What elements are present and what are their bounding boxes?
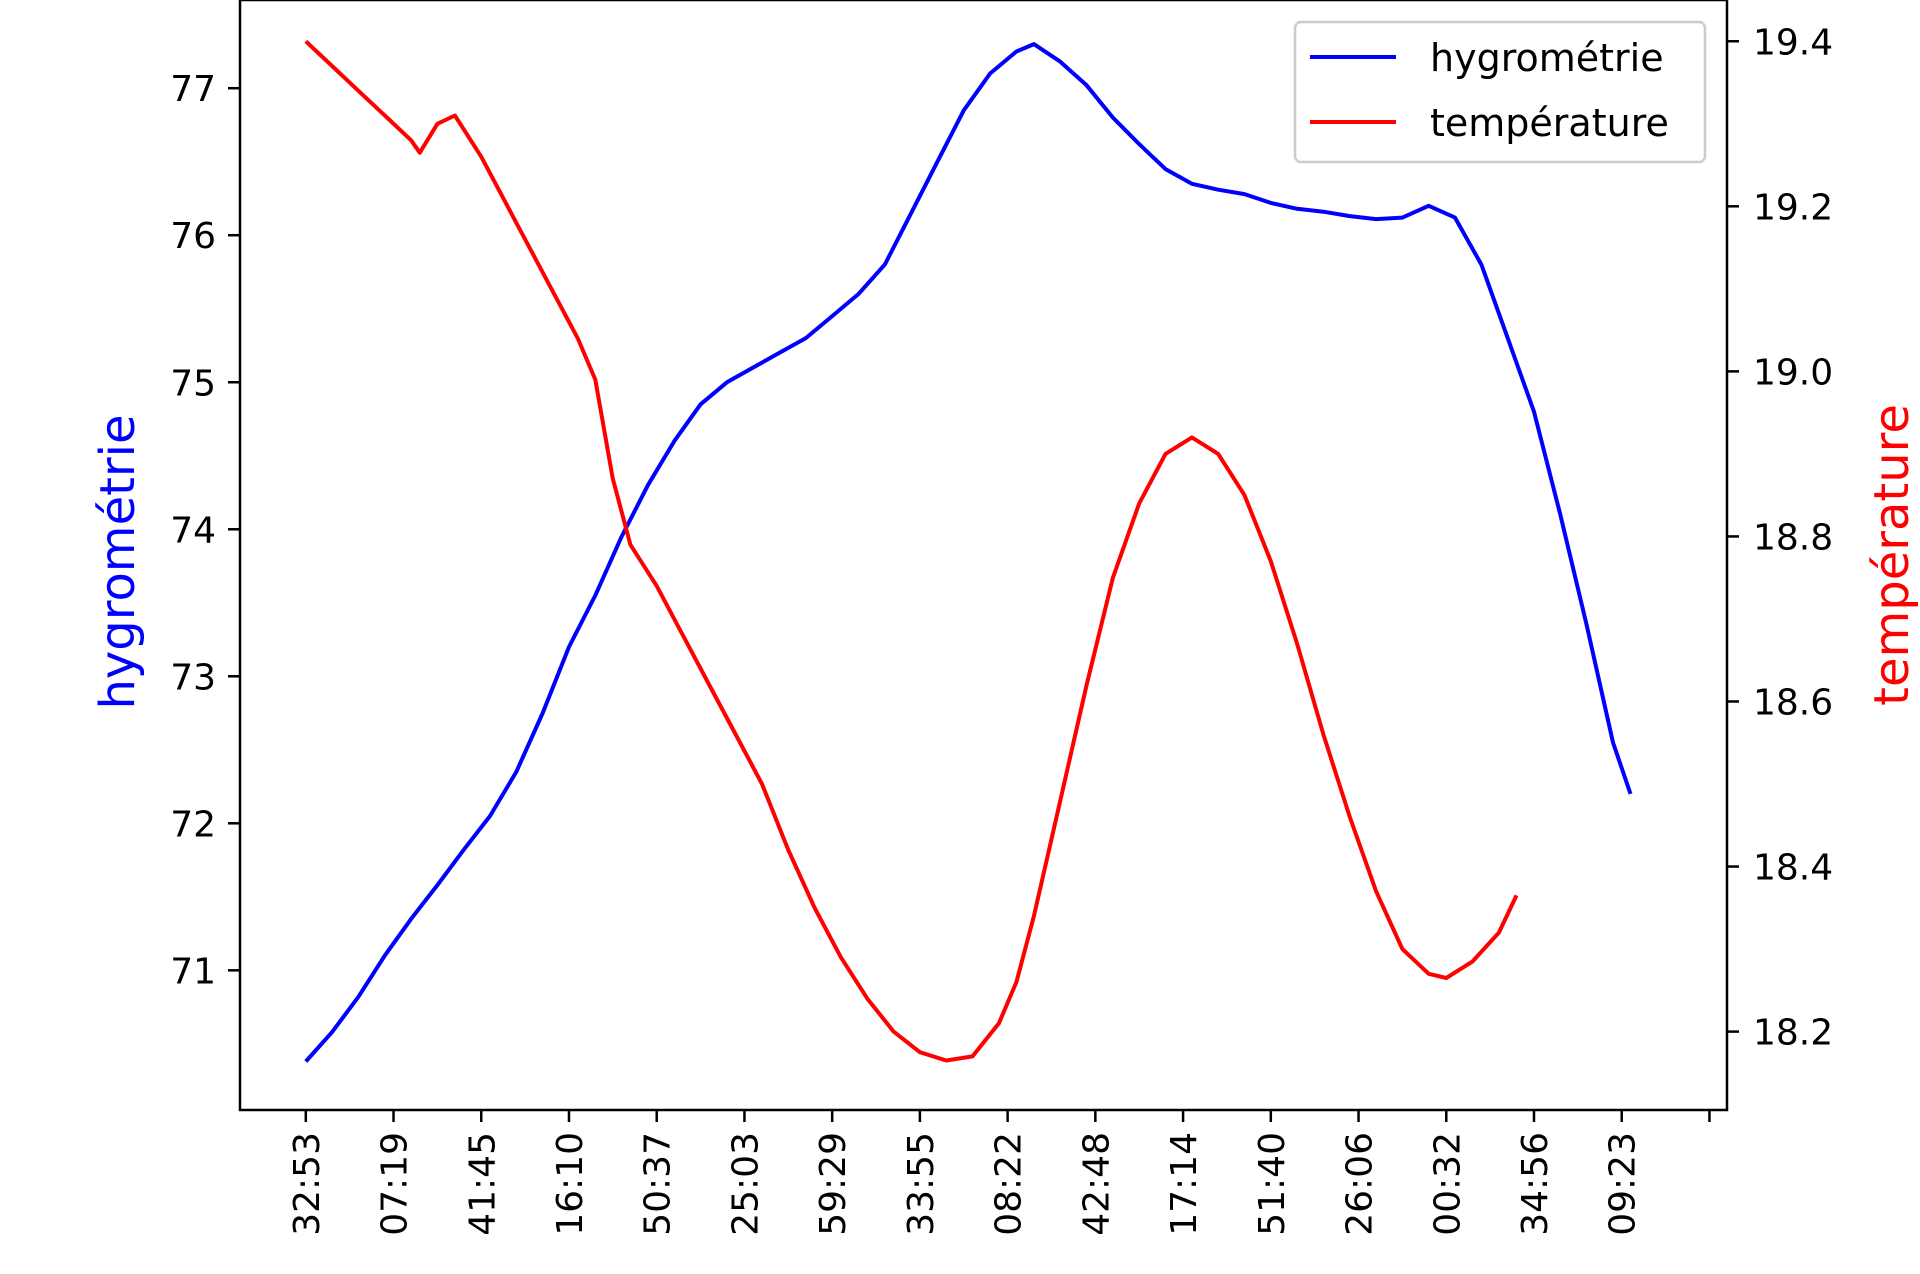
plot-frame [238,0,1729,1112]
y-right-tick-label: 18.8 [1753,517,1833,558]
plot-area [238,0,1729,1112]
legend-frame [1293,20,1707,164]
y-left-tick-label: 71 [170,951,216,992]
x-tick-label: 25:03 [725,1132,766,1236]
y-axis-right: 18.2 18.4 18.6 18.8 19.0 19.2 19.4 [1727,22,1833,1054]
legend-label-temperature: température [1430,101,1669,145]
x-tick-label: 33:55 [901,1132,942,1236]
x-tick-label: 51:40 [1252,1132,1293,1236]
x-tick-label: 00:32 [1427,1132,1468,1236]
series-layer [304,39,1633,1063]
y-axis-right-label: température [1864,404,1920,706]
y-axis-left: 71 72 73 74 75 76 77 [170,69,240,992]
x-tick-label: 50:37 [638,1132,679,1236]
y-right-tick-label: 18.6 [1753,682,1833,723]
y-left-tick-label: 73 [170,657,216,698]
y-right-tick-label: 18.2 [1753,1013,1833,1054]
y-right-tick-label: 19.0 [1753,352,1833,393]
y-left-tick-label: 74 [170,510,216,551]
series-line-hygrometrie [304,42,1633,1063]
y-left-tick-label: 77 [170,69,216,110]
x-tick-label: 59:29 [813,1132,854,1236]
y-right-tick-label: 18.4 [1753,848,1833,889]
x-tick-label: 07:19 [375,1132,416,1236]
y-left-tick-label: 72 [170,804,216,845]
series-line-temperature [304,39,1519,1063]
x-tick-label: 09:23 [1603,1132,1644,1236]
x-tick-label: 17:14 [1164,1132,1205,1236]
y-left-tick-label: 75 [170,363,216,404]
y-right-tick-label: 19.2 [1753,187,1833,228]
x-tick-label: 34:56 [1515,1132,1556,1236]
x-tick-label: 16:10 [550,1132,591,1236]
x-tick-label: 26:06 [1340,1132,1381,1236]
legend-label-hygrometrie: hygrométrie [1430,36,1664,80]
x-tick-label: 42:48 [1076,1132,1117,1236]
x-tick-label: 32:53 [287,1132,328,1236]
x-tick-label: 41:45 [462,1132,503,1236]
legend: hygrométrie température [1293,20,1707,164]
x-tick-label: 08:22 [989,1132,1030,1236]
x-axis: 32:53 07:19 41:45 16:10 50:37 25:03 59:29 33:55… [287,1110,1711,1236]
y-left-tick-label: 76 [170,216,216,257]
y-axis-left-label: hygrométrie [90,414,146,709]
y-right-tick-label: 19.4 [1753,22,1833,63]
